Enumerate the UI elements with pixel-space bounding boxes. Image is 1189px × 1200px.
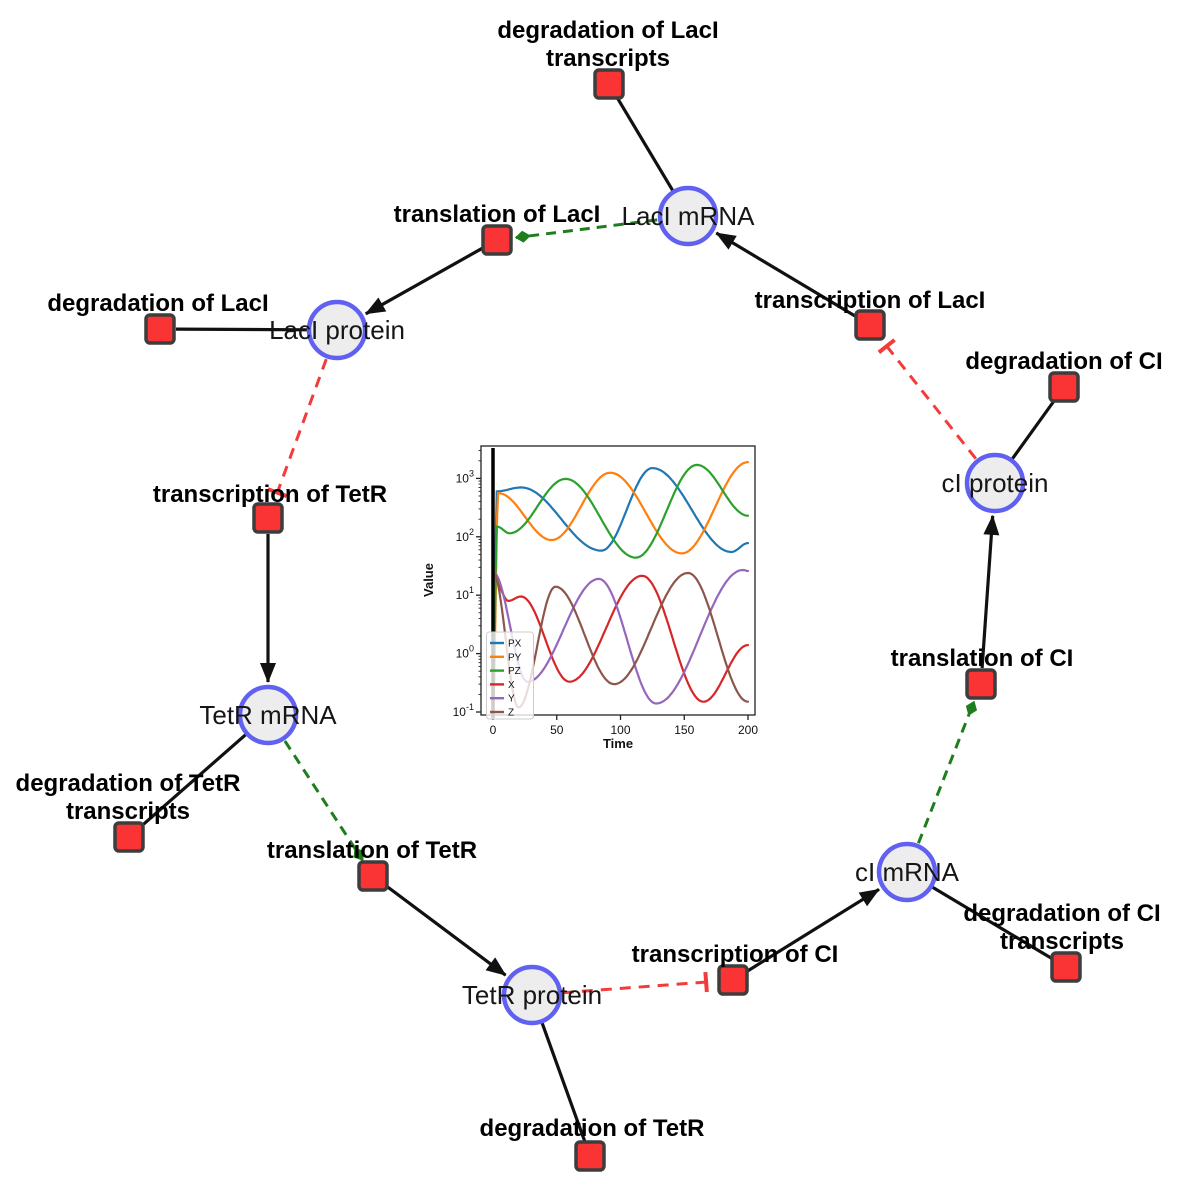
legend-item-pz: PZ [508, 666, 521, 677]
y-tick-label: 101 [456, 585, 474, 602]
reaction-node-deg-ci-tx[interactable] [1050, 951, 1082, 983]
series-y-line [491, 568, 750, 705]
edge-production-txn-ci-ci-mrna [745, 888, 880, 973]
nodes-layer [113, 68, 1082, 1172]
reaction-label-txn-laci: transcription of LacI [755, 287, 986, 314]
legend-item-py: PY [508, 652, 522, 663]
reaction-label-deg-tetr-tx-line2: transcripts [66, 798, 190, 825]
x-tick-label: 0 [490, 723, 497, 737]
x-tick-label: 150 [674, 723, 694, 737]
inset-chart: 0 50 100 150 20010-1100101102103TimeValuePXP… [421, 445, 758, 751]
x-axis-title: Time [603, 736, 633, 751]
reaction-label-txn-ci: transcription of CI [632, 941, 839, 968]
reaction-node-transl-laci[interactable] [481, 224, 513, 256]
labels-layer: degradation of LacItranscriptstranslatio… [16, 17, 1163, 1142]
edge-consumption-laci-prot-deg-laci [175, 327, 308, 332]
species-label-tetr-prot: TetR protein [462, 980, 602, 1010]
reaction-label-deg-tetr: degradation of TetR [480, 1115, 705, 1142]
edges-layer [139, 96, 1056, 1142]
species-label-ci-prot: cI protein [942, 468, 1049, 498]
reaction-node-txn-ci[interactable] [717, 964, 749, 996]
y-tick-label: 100 [456, 644, 474, 661]
species-node-tetr-mrna[interactable] [237, 684, 299, 746]
edge-consumption-ci-prot-deg-ci [1011, 399, 1056, 460]
y-axis-title: Value [421, 563, 436, 597]
y-tick-label: 102 [456, 527, 474, 544]
series-px-line [491, 466, 750, 715]
reaction-node-txn-laci[interactable] [854, 309, 886, 341]
chart-legend: PX PY PZ XYZ [486, 631, 534, 720]
reaction-node-transl-tetr[interactable] [357, 860, 389, 892]
species-node-tetr-prot[interactable] [501, 964, 563, 1026]
reaction-node-deg-ci[interactable] [1048, 371, 1080, 403]
series-x-line [491, 574, 750, 703]
y-tick-label: 103 [456, 468, 474, 485]
legend-item-z: Z [508, 708, 514, 719]
reaction-label-deg-tetr-tx: degradation of TetR [16, 770, 241, 797]
edge-modifier-laci-mrna-transl-laci [514, 218, 658, 243]
edge-production-transl-ci-ci-prot [980, 514, 1000, 669]
edge-consumption-ci-mrna-deg-ci-tx [931, 886, 1054, 961]
species-node-laci-mrna[interactable] [657, 185, 719, 247]
species-label-laci-prot: LacI protein [269, 315, 405, 345]
reaction-node-transl-ci[interactable] [965, 668, 997, 700]
plot-curves [491, 461, 750, 715]
edge-inhibition-ci-prot-txn-laci [877, 338, 977, 460]
edge-consumption-tetr-prot-deg-tetr [540, 1022, 587, 1142]
species-label-tetr-mrna: TetR mRNA [199, 700, 337, 730]
series-pz-line [491, 463, 750, 715]
reaction-label-deg-ci: degradation of CI [965, 348, 1162, 375]
series-py-line [491, 461, 750, 715]
species-node-ci-prot[interactable] [964, 452, 1026, 514]
x-tick-label: 50 [550, 723, 564, 737]
reaction-label-transl-ci: translation of CI [891, 645, 1074, 672]
y-tick-label: 10-1 [453, 702, 474, 719]
species-node-ci-mrna[interactable] [876, 841, 938, 903]
reaction-label-deg-laci: degradation of LacI [47, 290, 268, 317]
series-z-line [491, 570, 750, 709]
legend-item-y: Y [508, 694, 515, 705]
reaction-node-deg-laci-tx[interactable] [593, 68, 625, 100]
species-label-laci-mrna: LacI mRNA [622, 201, 756, 231]
edge-modifier-ci-mrna-transl-ci [917, 700, 978, 844]
x-tick-label: 100 [610, 723, 630, 737]
species-node-laci-prot[interactable] [306, 299, 368, 361]
legend-item-x: X [508, 680, 515, 691]
reaction-label-deg-ci-tx: degradation of CI [963, 900, 1160, 927]
edge-production-transl-tetr-tetr-prot [384, 884, 507, 977]
x-tick-label: 200 [738, 723, 758, 737]
legend-item-px: PX [508, 639, 522, 650]
reaction-node-deg-tetr[interactable] [574, 1140, 606, 1172]
reaction-node-deg-laci[interactable] [144, 313, 176, 345]
edge-inhibition-tetr-prot-txn-ci [562, 971, 709, 995]
reaction-node-deg-tetr-tx[interactable] [113, 821, 145, 853]
edge-production-transl-laci-laci-prot [364, 246, 484, 316]
reaction-label-txn-tetr: transcription of TetR [153, 481, 387, 508]
edge-modifier-tetr-mrna-transl-tetr [283, 740, 364, 861]
reaction-label-transl-tetr: translation of TetR [267, 837, 477, 864]
reaction-label-deg-laci-tx-line2: transcripts [546, 45, 670, 72]
edge-inhibition-laci-prot-txn-tetr [267, 358, 328, 498]
species-label-ci-mrna: cI mRNA [855, 857, 960, 887]
reaction-node-txn-tetr[interactable] [252, 502, 284, 534]
edge-production-txn-laci-laci-mrna [715, 231, 858, 319]
edge-consumption-laci-mrna-deg-laci-tx [615, 96, 674, 192]
edge-consumption-tetr-mrna-deg-tetr-tx [139, 733, 247, 828]
reaction-label-deg-laci-tx: degradation of LacI [497, 17, 718, 44]
reaction-label-deg-ci-tx-line2: transcripts [1000, 928, 1124, 955]
reaction-label-transl-laci: translation of LacI [394, 201, 601, 228]
plot-frame [480, 445, 756, 716]
